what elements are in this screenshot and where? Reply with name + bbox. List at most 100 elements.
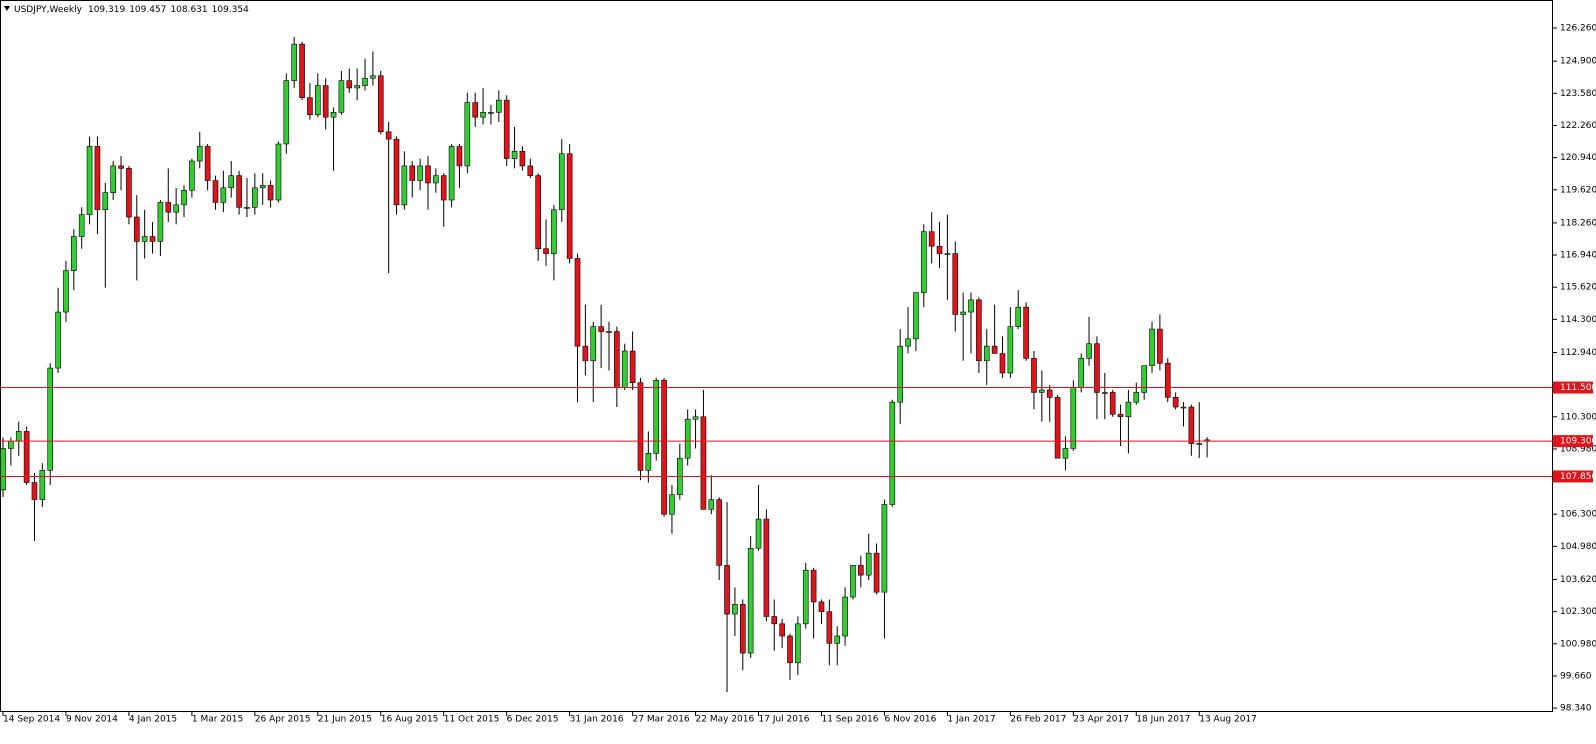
candle-body	[629, 350, 636, 383]
candle	[873, 543, 880, 595]
candle-body	[1180, 406, 1187, 409]
candle	[204, 143, 211, 191]
candle-body	[590, 326, 597, 362]
x-tick-label: 22 May 2016	[696, 715, 755, 725]
candle	[983, 329, 990, 386]
candle-body	[1117, 414, 1124, 418]
x-tick-label: 17 Jul 2016	[759, 715, 810, 725]
candle	[1062, 436, 1069, 471]
candle	[724, 502, 730, 693]
candle-body	[1196, 443, 1203, 445]
y-tick-label: 110.300	[1560, 412, 1596, 422]
candle-body	[661, 379, 667, 515]
candle-body	[818, 601, 825, 612]
candle	[858, 555, 864, 588]
candle	[118, 156, 124, 191]
candle-body	[15, 431, 22, 442]
candle-body	[440, 175, 447, 201]
candle	[566, 143, 573, 264]
candle-body	[842, 596, 848, 637]
candle	[15, 421, 22, 456]
candle-body	[739, 604, 746, 654]
candle	[952, 241, 959, 332]
candle	[354, 68, 360, 101]
candle-body	[133, 216, 140, 242]
candle	[425, 156, 431, 210]
candle	[1172, 392, 1179, 410]
candle-body	[1133, 392, 1140, 403]
candle	[322, 78, 329, 130]
candle	[1157, 314, 1163, 371]
candle	[960, 292, 966, 361]
x-tick-label: 1 Jan 2017	[947, 715, 995, 725]
x-tick-label: 11 Sep 2016	[821, 715, 878, 725]
candle-body	[1062, 448, 1069, 459]
candle-body	[795, 623, 801, 664]
candle-body	[566, 153, 573, 259]
candle	[1023, 302, 1029, 361]
candle-body	[102, 192, 109, 211]
candle	[456, 143, 463, 188]
candle-body	[212, 180, 219, 203]
candle	[503, 95, 510, 166]
candle-body	[621, 350, 628, 388]
candle	[385, 122, 392, 274]
candle	[1196, 402, 1203, 459]
candle-body	[1157, 328, 1163, 364]
candle	[865, 533, 872, 580]
candle	[582, 304, 589, 376]
candle-body	[181, 189, 187, 206]
candle	[299, 41, 305, 101]
candle	[614, 326, 620, 408]
candle-body	[1125, 401, 1132, 418]
candle-body	[1149, 328, 1155, 366]
candle	[920, 224, 927, 308]
candle	[519, 146, 526, 171]
candle-body	[377, 75, 384, 133]
candle	[590, 321, 597, 403]
header-open: 109.319	[88, 5, 125, 15]
candle-body	[425, 165, 431, 184]
y-tick-label: 119.620	[1560, 185, 1596, 195]
candle	[440, 173, 447, 227]
candle	[913, 292, 919, 352]
candle	[684, 409, 691, 466]
candle	[818, 599, 825, 624]
candle-body	[346, 80, 353, 89]
candle	[244, 178, 250, 218]
candle	[881, 499, 888, 639]
candle	[692, 409, 699, 449]
candle-body	[905, 338, 911, 347]
candle	[102, 182, 109, 288]
candle-body	[1164, 362, 1171, 398]
candle	[732, 587, 738, 637]
candle-body	[23, 431, 30, 483]
candle-body	[503, 99, 510, 159]
candle	[795, 616, 801, 675]
candle-body	[291, 43, 297, 81]
candle-body	[39, 470, 46, 500]
candle	[448, 143, 455, 208]
candle	[23, 426, 30, 485]
candle-body	[543, 248, 549, 254]
candle-body	[692, 416, 699, 420]
candle	[173, 187, 179, 225]
candle	[126, 165, 132, 225]
candle-body	[991, 345, 998, 354]
candle	[1086, 316, 1092, 366]
candle-body	[1109, 392, 1116, 415]
header-close: 109.354	[212, 5, 249, 15]
candle-body	[834, 635, 841, 644]
x-tick-label: 9 Nov 2014	[66, 715, 118, 725]
candle	[558, 139, 565, 222]
candle	[1164, 358, 1171, 403]
candle-body	[283, 80, 290, 145]
candle-body	[110, 165, 116, 193]
candle-body	[684, 418, 691, 459]
candle	[944, 214, 951, 300]
candle-body	[401, 165, 408, 206]
candle	[1133, 382, 1140, 405]
candle-body	[732, 604, 738, 615]
candle-body	[976, 299, 982, 362]
